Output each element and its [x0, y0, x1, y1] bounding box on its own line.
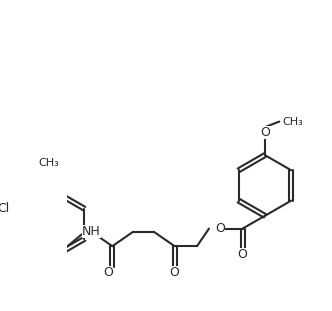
Text: NH: NH	[82, 225, 101, 238]
Text: O: O	[260, 126, 270, 139]
Text: O: O	[215, 222, 225, 235]
Text: O: O	[238, 248, 247, 262]
Text: O: O	[170, 266, 180, 279]
Text: CH₃: CH₃	[38, 158, 59, 168]
Text: O: O	[103, 266, 113, 279]
Text: CH₃: CH₃	[283, 117, 303, 127]
Text: Cl: Cl	[0, 202, 9, 215]
